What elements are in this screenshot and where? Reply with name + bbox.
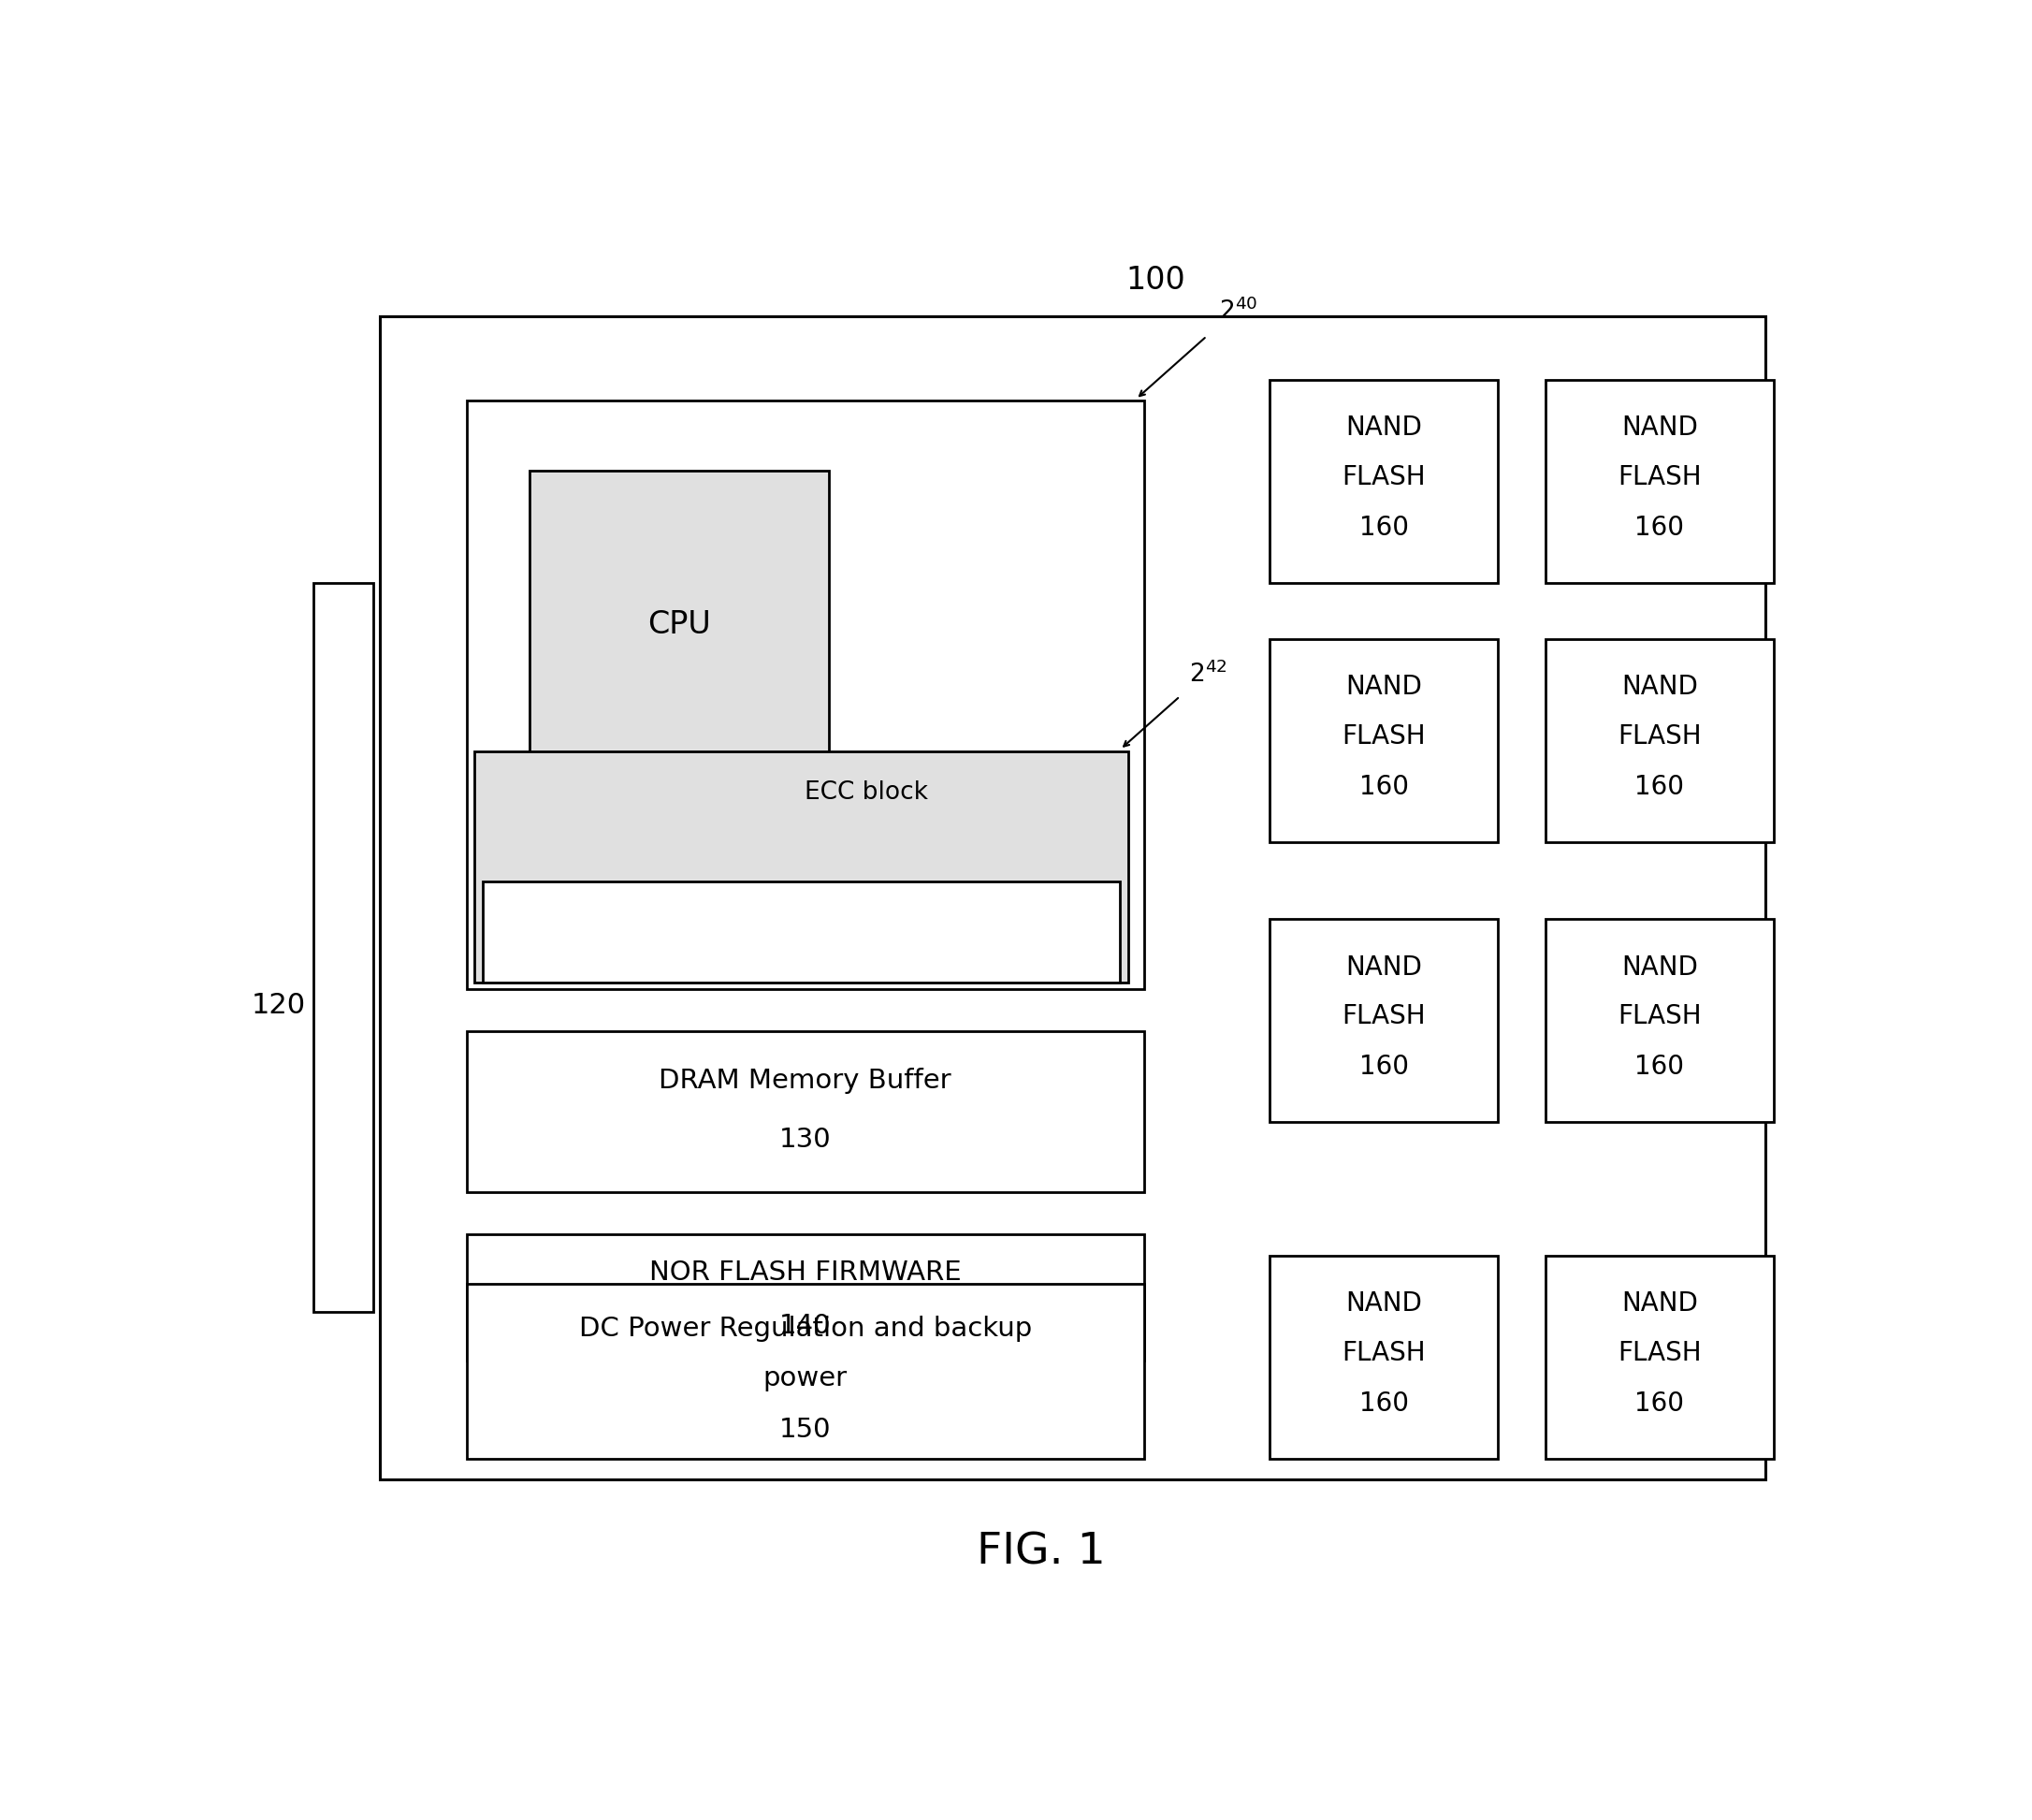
Text: DRAM Memory Buffer: DRAM Memory Buffer [658,1068,951,1094]
Text: NAND: NAND [1345,1290,1422,1318]
Bar [313,582,374,1312]
Text: FLASH: FLASH [1341,464,1426,490]
Text: LDPC Decoder With Dynamic Tuning: LDPC Decoder With Dynamic Tuning [589,921,1014,943]
Text: FLASH: FLASH [1617,464,1701,490]
Text: 100: 100 [1126,264,1187,295]
Bar [467,1032,1144,1192]
Text: 160: 160 [1634,515,1685,541]
Text: 160: 160 [1359,1390,1408,1416]
Text: power: power [764,1365,847,1390]
Bar [380,317,1766,1480]
Bar [467,400,1144,990]
Text: FIG. 1: FIG. 1 [977,1531,1105,1574]
Text: NOR FLASH FIRMWARE: NOR FLASH FIRMWARE [648,1259,961,1285]
Text: FLASH: FLASH [1617,723,1701,750]
Text: 160: 160 [1359,1054,1408,1079]
Text: FLASH: FLASH [1341,723,1426,750]
Bar [1544,639,1774,843]
Text: FLASH: FLASH [1617,1340,1701,1367]
Text: 160: 160 [1634,1054,1685,1079]
Bar [1544,380,1774,582]
Text: NAND: NAND [1345,954,1422,981]
Bar [1270,639,1498,843]
Text: CPU: CPU [648,610,711,641]
Text: 110: 110 [727,855,774,879]
Text: 160: 160 [1634,1390,1685,1416]
Bar [467,1283,1144,1458]
Text: NAND: NAND [1622,673,1699,701]
Text: DC Power Regulation and backup: DC Power Regulation and backup [579,1316,1032,1341]
Bar [1544,919,1774,1123]
Bar [467,1234,1144,1361]
Text: NAND: NAND [1345,415,1422,440]
Bar [530,471,829,779]
Text: NAND: NAND [1622,1290,1699,1318]
Text: 150: 150 [778,1416,831,1443]
Bar [1270,919,1498,1123]
Bar [1270,1256,1498,1458]
Text: Flash Memory Controller: Flash Memory Controller [599,803,902,826]
Bar [482,881,1120,983]
Text: 160: 160 [1359,515,1408,541]
Text: $2^{42}$: $2^{42}$ [1189,661,1227,688]
Text: NAND: NAND [1622,954,1699,981]
Text: 130: 130 [778,1127,831,1152]
Text: 160: 160 [1634,774,1685,799]
Text: 120: 120 [252,992,307,1019]
Text: FLASH: FLASH [1617,1003,1701,1030]
Text: 140: 140 [778,1312,831,1338]
Text: ECC block: ECC block [805,781,929,804]
Text: FLASH: FLASH [1341,1340,1426,1367]
Bar [1544,1256,1774,1458]
Text: NAND: NAND [1622,415,1699,440]
Text: NAND: NAND [1345,673,1422,701]
Text: $2^{40}$: $2^{40}$ [1219,298,1258,326]
Text: FLASH: FLASH [1341,1003,1426,1030]
Bar [475,752,1128,983]
Text: 160: 160 [1359,774,1408,799]
Bar [1270,380,1498,582]
